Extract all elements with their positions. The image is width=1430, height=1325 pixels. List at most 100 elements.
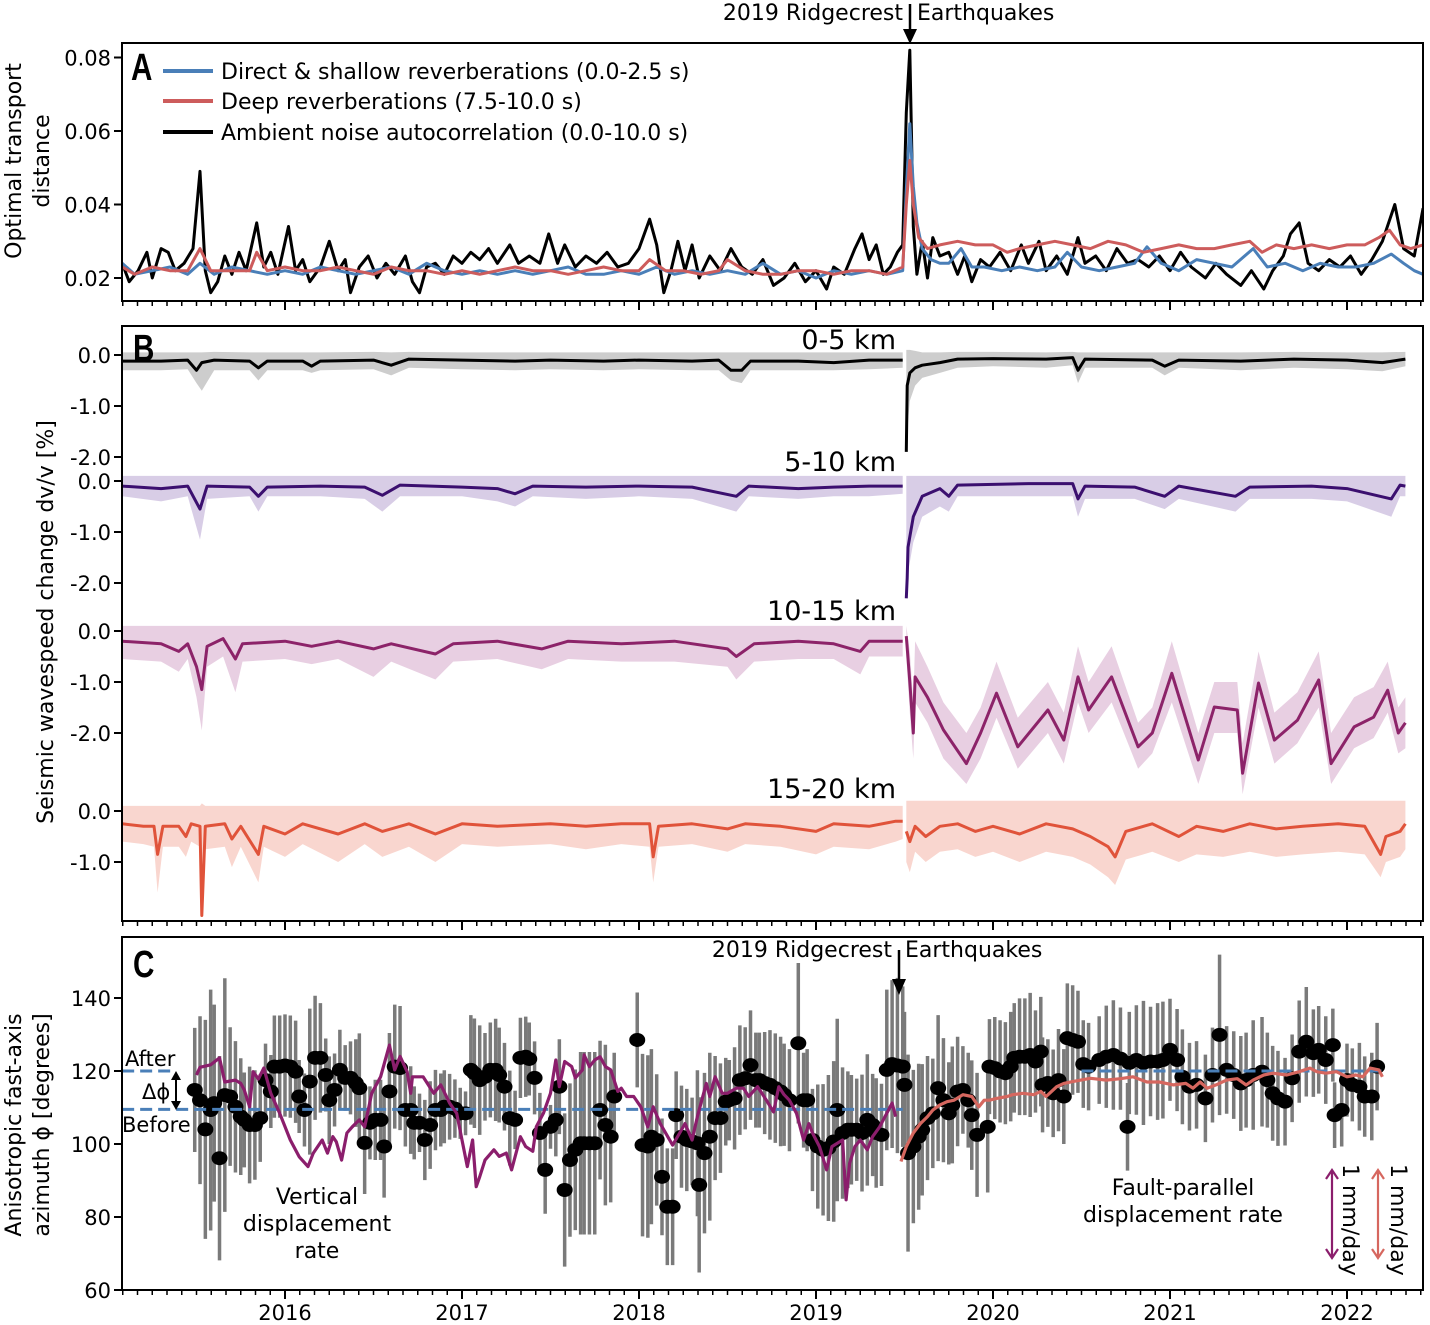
y-tick-label: 120 [71,1060,111,1084]
event-label-right-c: Earthquakes [905,938,1042,963]
vertical-displacement-label: Vertical displacement rate [243,1185,392,1264]
data-point [211,1151,228,1166]
panel-a-axes: 0.02 0.04 0.06 0.08 [64,47,1422,310]
uncertainty-band-10-15-km [906,625,1406,795]
data-point [1032,1044,1049,1059]
arrowhead-icon [892,979,906,995]
delta-phi-label: Δϕ [142,1080,170,1104]
y-tick-label: 140 [71,987,111,1011]
data-point [1277,1094,1294,1109]
data-point [597,1118,614,1133]
uncertainty-band-10-15-km [122,625,903,731]
panel-b-plot-area [122,349,1407,919]
data-point [969,1127,986,1142]
y-tick-label: 60 [84,1279,111,1303]
scale-bar-label-vertical: 1 mm/day [1337,1164,1362,1276]
series-line-10-15-km [904,635,1407,775]
data-point [1317,1053,1334,1068]
vertical-label-line3: rate [295,1239,340,1264]
event-annotation-c: 2019 Ridgecrest Earthquakes [712,938,1042,995]
y-tick-label: 0.0 [78,800,111,824]
data-point [1069,1034,1086,1049]
y-tick-label: -2.0 [70,446,111,470]
event-label-left: 2019 Ridgecrest [723,1,903,26]
event-annotation-top: 2019 Ridgecrest Earthquakes [723,1,1054,44]
data-point [206,1096,223,1111]
series-line-ambient-noise-autocorrelation-0-0-10-0-s [122,48,1423,295]
x-tick-label: 2018 [612,1301,665,1325]
data-point [930,1081,947,1096]
y-tick-label: 100 [71,1133,111,1157]
data-point [1333,1103,1350,1118]
data-point [896,1077,913,1092]
data-point [1162,1042,1178,1057]
data-point [1169,1053,1186,1068]
data-point [491,1068,508,1083]
data-point [1154,1053,1171,1068]
x-tick-label: 2017 [435,1301,488,1325]
x-tick-label: 2021 [1143,1301,1196,1325]
series-line-deep-reverberations-7-5-10-0-s [122,158,1423,276]
data-point [351,1081,368,1096]
y-tick-label: 0.08 [64,47,111,71]
y-tick-label: 0.02 [64,267,111,291]
y-tick-label: -1.0 [70,851,111,875]
y-axis-title-a-line1: Optimal transport [2,63,27,259]
data-point [507,1112,524,1127]
series-line-10-15-km [122,637,903,692]
double-arrow-icon [1325,1168,1339,1260]
data-point [726,1091,743,1106]
data-point [197,1122,214,1137]
data-point [376,1139,393,1154]
data-point [963,1108,980,1123]
fault-parallel-label: Fault-parallel displacement rate [1083,1176,1283,1228]
data-point [1298,1034,1315,1049]
data-point [854,1126,871,1141]
data-point [317,1068,334,1083]
data-point [790,1036,807,1051]
data-point [1363,1089,1380,1104]
event-label-right: Earthquakes [917,1,1054,26]
legend: Direct & shallow reverberations (0.0-2.5… [163,60,689,146]
data-point [799,1093,816,1108]
data-point [496,1079,513,1094]
legend-label-direct: Direct & shallow reverberations (0.0-2.5… [221,60,689,85]
data-point [1197,1091,1214,1106]
data-point [372,1112,389,1127]
data-point [629,1032,646,1047]
y-tick-label: -1.0 [70,395,111,419]
data-point [252,1111,269,1126]
data-point [301,1074,318,1089]
arrowhead-icon [903,29,917,44]
data-point [422,1118,439,1133]
panel-letter-a: A [131,47,152,89]
panel-a-plot-area [122,48,1423,295]
data-point [742,1058,759,1073]
vertical-label-line2: displacement [243,1212,392,1237]
x-tick-label: 2022 [1320,1301,1373,1325]
data-point [556,1182,573,1197]
data-point [606,1089,623,1104]
y-tick-label: 0.0 [78,470,111,494]
vertical-label-line1: Vertical [276,1185,358,1210]
data-point [381,1084,398,1099]
series-line-fault-parallel-displacement-rate [899,1066,1384,1163]
data-point [664,1199,681,1214]
data-point [979,1119,996,1134]
depth-label-15-20: 15-20 km [767,774,896,805]
uncertainty-band-0-5-km [122,351,903,391]
data-point [326,1082,343,1097]
panel-a: 0.02 0.04 0.06 0.08 A Direct & shallow reve… [2,42,1424,310]
data-point [291,1089,308,1104]
data-point [894,1059,911,1074]
data-point [696,1146,713,1161]
y-tick-label: 80 [84,1206,111,1230]
depth-label-0-5: 0-5 km [801,325,896,356]
data-point [1119,1119,1136,1134]
data-point [356,1135,373,1150]
data-point [1211,1027,1228,1042]
data-point [602,1129,619,1144]
panel-c-plot-area [122,954,1386,1273]
data-point [312,1050,329,1065]
